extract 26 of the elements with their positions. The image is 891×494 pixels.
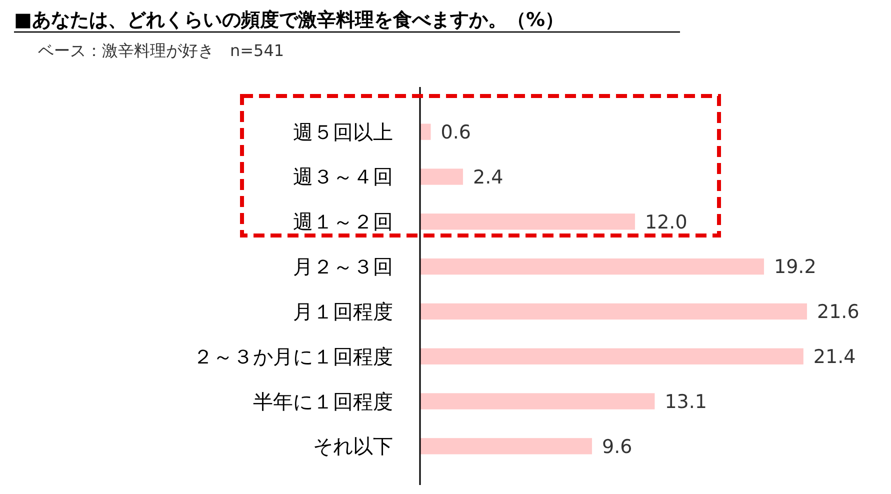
text: ベース：激辛料理が好き n=541 bbox=[38, 41, 284, 60]
data-label: 13.1 bbox=[664, 390, 708, 413]
data-label: 21.6 bbox=[817, 301, 860, 324]
y-tick-label: 月２～３回 bbox=[293, 254, 393, 279]
data-label: 9.6 bbox=[602, 436, 632, 458]
bar bbox=[420, 438, 592, 454]
y-tick-label: 月１回程度 bbox=[293, 299, 393, 324]
y-tick-label: それ以下 bbox=[313, 434, 393, 458]
bar bbox=[420, 168, 463, 185]
y-tick-label: 週３～４回 bbox=[293, 164, 393, 189]
y-tick-label: ２～３か月に１回程度 bbox=[193, 344, 393, 368]
y-tick-label: 週５回以上 bbox=[293, 120, 393, 144]
data-label: 0.6 bbox=[440, 121, 471, 144]
data-label: 12.0 bbox=[645, 211, 688, 234]
bar bbox=[420, 214, 635, 230]
data-label: 2.4 bbox=[473, 166, 504, 188]
y-tick-label: 週１～２回 bbox=[293, 210, 393, 234]
bar bbox=[420, 393, 655, 410]
bar bbox=[420, 124, 431, 140]
bar bbox=[420, 348, 804, 364]
data-label: 19.2 bbox=[774, 256, 816, 278]
chart-title: ■あなたは、どれくらいの頻度で激辛料理を食べますか。（%） bbox=[14, 9, 564, 31]
bar bbox=[420, 258, 764, 275]
data-label: 21.4 bbox=[813, 346, 856, 368]
y-tick-label: 半年に１回程度 bbox=[253, 389, 393, 414]
bar bbox=[420, 303, 807, 320]
